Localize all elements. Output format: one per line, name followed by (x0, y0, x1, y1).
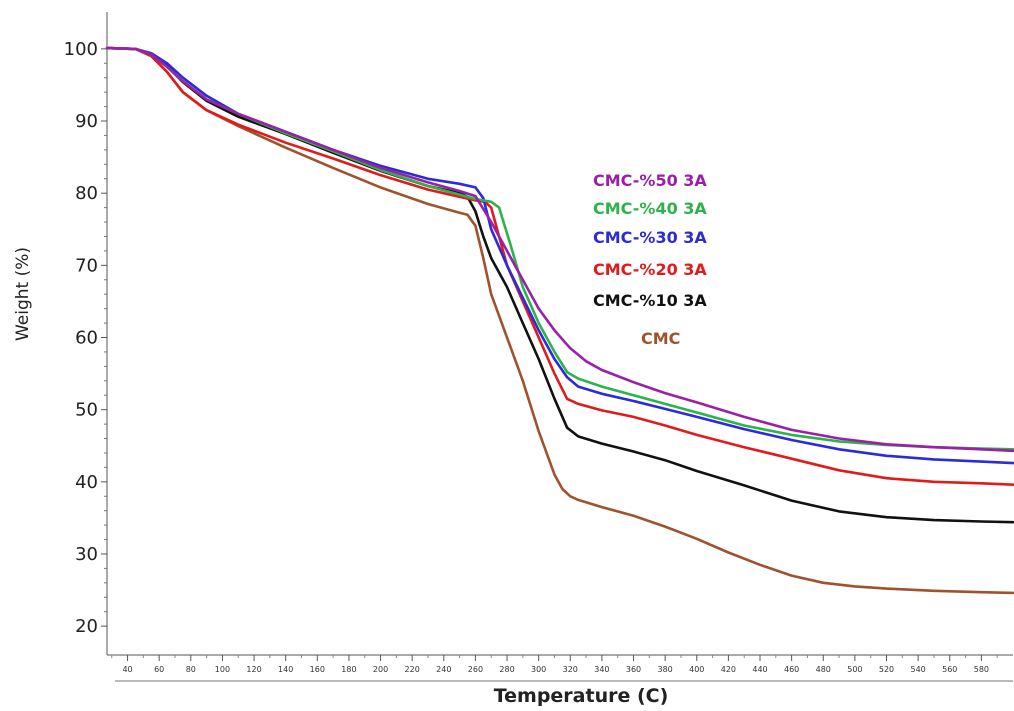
x-tick-label: 280 (499, 665, 514, 674)
x-tick-label: 120 (246, 665, 261, 674)
x-tick-label: 60 (154, 665, 164, 674)
x-tick-label: 80 (186, 665, 196, 674)
x-tick-label: 300 (531, 665, 546, 674)
x-tick-label: 180 (341, 665, 356, 674)
x-tick-label: 480 (816, 665, 831, 674)
x-tick-label: 240 (436, 665, 451, 674)
series-line-cmc-30-3a (105, 46, 1014, 465)
y-axis-label: Weight (%) (13, 247, 33, 341)
x-tick-label: 260 (468, 665, 483, 674)
x-tick-label: 160 (310, 665, 325, 674)
x-axis-label: Temperature (C) (494, 685, 669, 707)
y-tick-label: 70 (75, 255, 98, 276)
y-axis-ticks: 20 30 40 50 60 70 80 90 100 (64, 39, 107, 637)
series-lines (105, 46, 1014, 595)
x-tick-label: 340 (594, 665, 609, 674)
x-tick-label: 400 (689, 665, 704, 674)
x-tick-label: 360 (626, 665, 641, 674)
x-tick-label: 320 (563, 665, 578, 674)
y-tick-label: 50 (75, 400, 98, 421)
series-line-cmc-10-3a (105, 46, 1014, 524)
legend-item-cmc-20-3a: CMC-%20 3A (593, 260, 707, 279)
y-tick-label: 90 (75, 111, 98, 132)
x-tick-label: 460 (784, 665, 799, 674)
x-axis-ticks: 40 60 80 100 120 140 160 180 200 220 240 260 280 300 3… (111, 655, 998, 674)
x-tick-label: 580 (974, 665, 989, 674)
x-tick-label: 420 (721, 665, 736, 674)
y-tick-label: 30 (75, 544, 98, 565)
legend-item-cmc-40-3a: CMC-%40 3A (593, 199, 707, 218)
y-tick-label: 60 (75, 328, 98, 349)
x-tick-label: 380 (658, 665, 673, 674)
y-tick-label: 100 (64, 39, 98, 60)
y-tick-label: 40 (75, 472, 98, 493)
legend: CMC-%50 3A CMC-%40 3A CMC-%30 3A CMC-%20… (593, 171, 707, 348)
legend-item-cmc-50-3a: CMC-%50 3A (593, 171, 707, 190)
legend-item-cmc-10-3a: CMC-%10 3A (593, 291, 707, 310)
x-tick-label: 40 (122, 665, 132, 674)
x-tick-label: 500 (847, 665, 862, 674)
y-tick-label: 80 (75, 183, 98, 204)
x-tick-label: 540 (910, 665, 925, 674)
x-tick-label: 220 (405, 665, 420, 674)
x-tick-label: 520 (879, 665, 894, 674)
y-tick-label: 20 (75, 616, 98, 637)
x-tick-label: 440 (752, 665, 767, 674)
x-tick-label: 560 (942, 665, 957, 674)
x-tick-label: 200 (373, 665, 388, 674)
x-tick-label: 140 (278, 665, 293, 674)
legend-item-cmc: CMC (641, 329, 680, 348)
series-line-cmc-50-3a (105, 46, 1014, 453)
legend-item-cmc-30-3a: CMC-%30 3A (593, 228, 707, 247)
x-tick-label: 100 (215, 665, 230, 674)
